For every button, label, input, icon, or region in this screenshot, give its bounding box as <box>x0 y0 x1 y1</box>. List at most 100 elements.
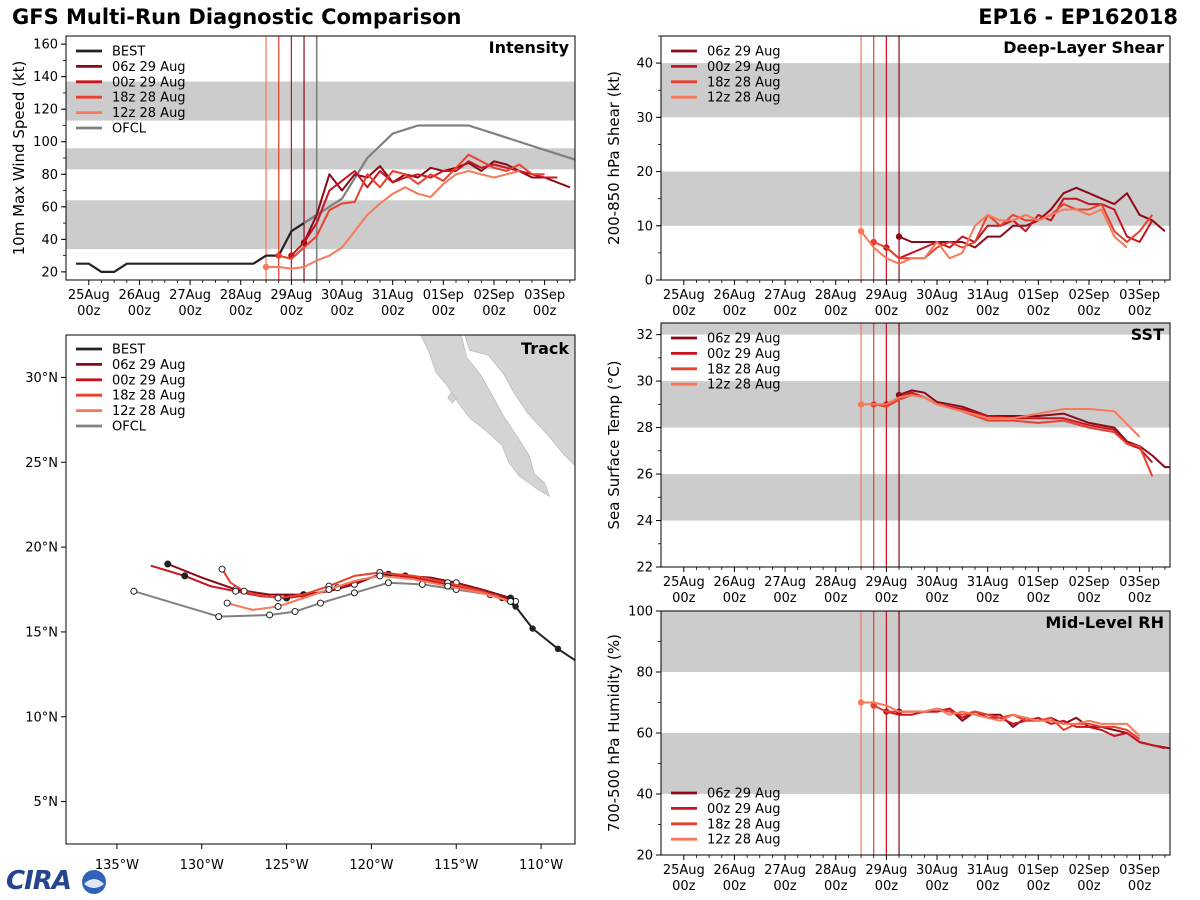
rh-xtick-label-day: 25Aug <box>663 863 705 878</box>
sst-xtick-label-hour: 00z <box>976 591 1000 606</box>
sst-ytick-label: 30 <box>636 375 653 390</box>
track-ytick-label: 15°N <box>25 625 58 640</box>
intensity-legend-label: OFCL <box>112 122 147 137</box>
shear-xtick-label-hour: 00z <box>1027 304 1051 319</box>
track-point-OFCL <box>130 587 138 595</box>
sst-xtick-label-day: 26Aug <box>713 575 755 590</box>
rh-ytick-label: 40 <box>636 788 653 803</box>
track-point-12z-28-Aug <box>325 586 333 593</box>
rh-xtick-label-hour: 00z <box>925 879 949 894</box>
rh-xtick-label-day: 30Aug <box>916 863 958 878</box>
rh-xtick-label-hour: 00z <box>773 879 797 894</box>
intensity-legend-label: 00z 29 Aug <box>112 75 186 90</box>
sst-xtick-label-hour: 00z <box>1077 591 1101 606</box>
rh-ytick-label: 100 <box>628 605 653 620</box>
rh-title: Mid-Level RH <box>1045 613 1164 632</box>
sst-title: SST <box>1131 325 1164 344</box>
intensity-series-00z-29-Aug <box>290 160 558 257</box>
track-xtick-label: 135°W <box>95 858 139 873</box>
shear-title: Deep-Layer Shear <box>1003 38 1164 57</box>
track-point-18z-28-Aug <box>274 594 282 602</box>
sst-xtick-label-day: 31Aug <box>967 575 1009 590</box>
sst-xtick-label-day: 01Sep <box>1018 575 1059 590</box>
track-legend-label: BEST <box>112 343 145 358</box>
track-legend-label: 06z 29 Aug <box>112 358 186 373</box>
rh-ytick-label: 20 <box>636 849 653 864</box>
track-point-OFCL <box>266 611 274 619</box>
track-ytick-label: 30°N <box>25 371 58 386</box>
track-ytick-label: 5°N <box>34 795 59 810</box>
intensity-ytick-label: 160 <box>33 38 58 53</box>
intensity-series-12z-28-Aug <box>266 170 520 270</box>
shear-init-point-12z-28-Aug <box>857 228 865 235</box>
sst-series-06z-29-Aug <box>898 389 1170 469</box>
intensity-xtick-label-day: 02Sep <box>473 288 514 303</box>
intensity-legend-label: 18z 28 Aug <box>112 91 186 106</box>
sst-xtick-label-hour: 00z <box>824 591 848 606</box>
shear-xtick-label-day: 30Aug <box>916 288 958 303</box>
track-xtick-label: 115°W <box>434 858 478 873</box>
cira-logo <box>82 870 106 894</box>
shear-xtick-label-hour: 00z <box>824 304 848 319</box>
shear-legend-label: 18z 28 Aug <box>707 75 781 90</box>
intensity-ytick-label: 40 <box>41 233 58 248</box>
rh-xtick-label-day: 31Aug <box>967 863 1009 878</box>
sst-xtick-label-hour: 00z <box>925 591 949 606</box>
track-point-OFCL <box>384 579 392 587</box>
shear-series-12z-28-Aug <box>860 208 1128 265</box>
sst-legend-label: 18z 28 Aug <box>707 362 781 377</box>
intensity-ytick-label: 100 <box>33 135 58 150</box>
sst-frame <box>660 322 1171 568</box>
intensity-xtick-label-day: 27Aug <box>169 288 211 303</box>
shear-xtick-label-hour: 00z <box>976 304 1000 319</box>
sst-legend-label: 06z 29 Aug <box>707 332 781 347</box>
sst-band-0 <box>661 474 1170 521</box>
sst-xtick-label-hour: 00z <box>1128 591 1152 606</box>
sst-xtick-label-day: 03Sep <box>1119 575 1160 590</box>
shear-xtick-label-day: 31Aug <box>967 288 1009 303</box>
intensity-xtick-label-day: 29Aug <box>270 288 312 303</box>
rh-xtick-label-hour: 00z <box>672 879 696 894</box>
rh-xtick-label-day: 03Sep <box>1119 863 1160 878</box>
rh-xtick-label-day: 02Sep <box>1068 863 1109 878</box>
shear-xtick-label-day: 28Aug <box>815 288 857 303</box>
panel-intensity: 2040608010012014016025Aug00z26Aug00z27Au… <box>10 35 576 319</box>
intensity-xtick-label-hour: 00z <box>482 304 506 319</box>
intensity-legend-label: 12z 28 Aug <box>112 106 186 121</box>
shear-band-1 <box>661 63 1170 118</box>
island-landmass <box>447 392 457 404</box>
intensity-xtick-label-hour: 00z <box>280 304 304 319</box>
panel-track: 135°W 130°W 125°W 120°W 115°W 110°W 5°N 10°N 15°… <box>25 334 576 873</box>
intensity-ytick-label: 20 <box>41 265 58 280</box>
sst-ylabel: Sea Surface Temp (°C) <box>605 360 623 529</box>
intensity-ytick-label: 120 <box>33 103 58 118</box>
sst-series-12z-28-Aug <box>861 394 1141 438</box>
intensity-xtick-label-day: 28Aug <box>220 288 262 303</box>
shear-xtick-label-day: 25Aug <box>663 288 705 303</box>
intensity-xtick-label-hour: 00z <box>432 304 456 319</box>
track-legend-label: 12z 28 Aug <box>112 404 186 419</box>
rh-xtick-label-day: 27Aug <box>764 863 806 878</box>
sst-ytick-label: 26 <box>636 468 653 483</box>
sst-xtick-label-hour: 00z <box>773 591 797 606</box>
track-xtick-label: 110°W <box>519 858 563 873</box>
intensity-legend-label: BEST <box>112 45 145 60</box>
intensity-xtick-label-day: 01Sep <box>423 288 464 303</box>
storm-id: EP16 - EP162018 <box>978 5 1178 29</box>
sst-xtick-label-day: 29Aug <box>865 575 907 590</box>
track-point-12z-28-Aug <box>507 597 515 605</box>
sst-xtick-label-day: 27Aug <box>764 575 806 590</box>
shear-ylabel: 200-850 hPa Shear (kt) <box>605 71 623 245</box>
rh-xtick-label-hour: 00z <box>824 879 848 894</box>
track-ytick-label: 20°N <box>25 541 58 556</box>
rh-xtick-label-hour: 00z <box>1128 879 1152 894</box>
shear-ytick-label: 20 <box>636 165 653 180</box>
intensity-xtick-label-day: 03Sep <box>524 288 565 303</box>
rh-xtick-label-hour: 00z <box>976 879 1000 894</box>
sst-xtick-label-hour: 00z <box>875 591 899 606</box>
shear-frame <box>660 35 1171 281</box>
track-xtick-label: 120°W <box>349 858 393 873</box>
track-legend-label: 00z 29 Aug <box>112 373 186 388</box>
shear-xtick-label-hour: 00z <box>723 304 747 319</box>
